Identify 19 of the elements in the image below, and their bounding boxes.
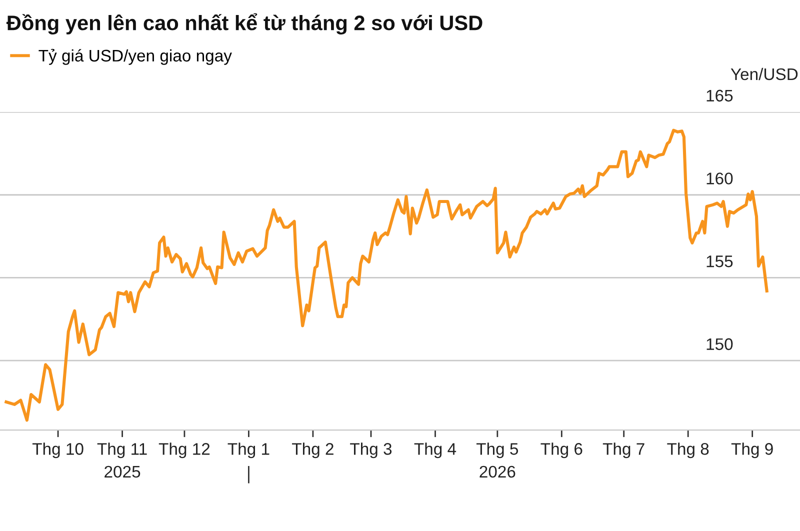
y-tick-label: 150 bbox=[706, 338, 733, 350]
chart-title: Đồng yen lên cao nhất kể từ tháng 2 so với USD bbox=[6, 13, 482, 35]
x-tick-label: Thg 3 bbox=[350, 442, 392, 458]
x-tick-label: Thg 10 bbox=[32, 442, 84, 458]
x-tick-label: Thg 1 bbox=[228, 442, 270, 458]
x-tick-label: Thg 12 bbox=[158, 442, 210, 458]
x-tick-label: Thg 6 bbox=[540, 442, 582, 458]
x-tick-label: Thg 8 bbox=[667, 442, 709, 458]
y-tick-label: 155 bbox=[706, 256, 733, 268]
y-axis-title: Yen/USD bbox=[730, 68, 798, 80]
x-tick-label: Thg 9 bbox=[731, 442, 773, 458]
x-tick-label: Thg 11 2025 bbox=[97, 442, 147, 478]
x-tick-label: Thg 4 bbox=[414, 442, 456, 458]
y-tick-label: 160 bbox=[706, 172, 733, 184]
legend-label: Tỷ giá USD/yen giao ngay bbox=[38, 48, 232, 65]
x-tick-label: Thg 2 bbox=[292, 442, 334, 458]
x-tick-label: Thg 7 bbox=[602, 442, 644, 458]
x-tick-label: Thg 5 2026 bbox=[476, 442, 518, 478]
y-tick-label: 165 bbox=[706, 90, 733, 102]
